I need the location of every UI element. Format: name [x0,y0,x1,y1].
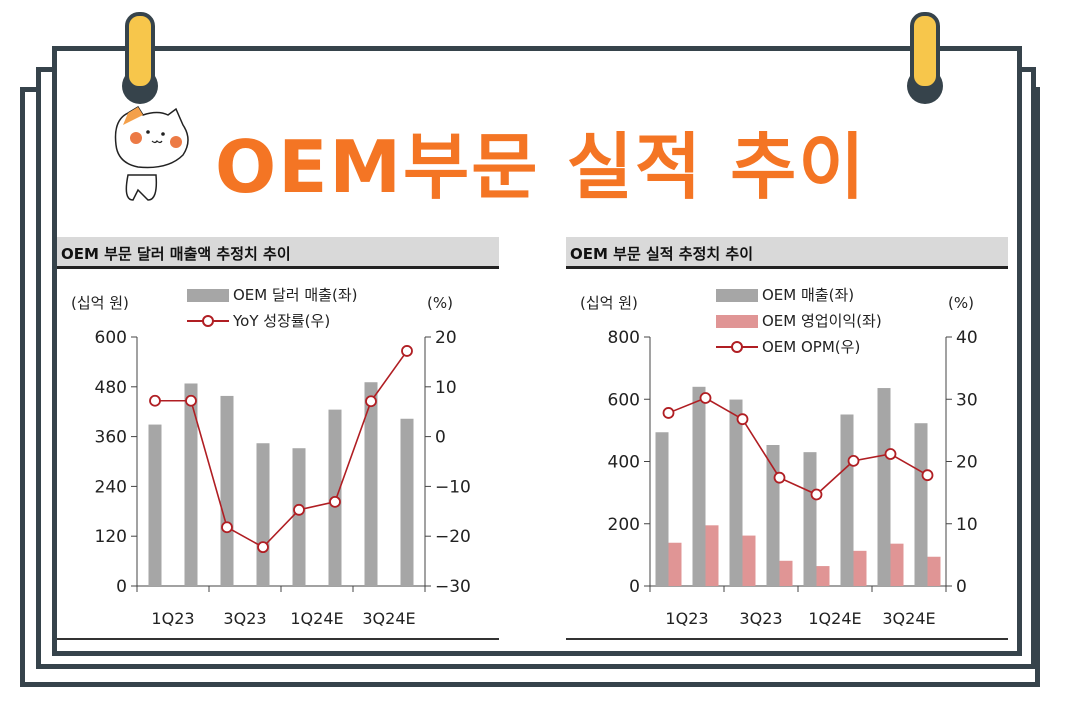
line-point-3Q23 [736,413,749,426]
bar-3Q23 [729,399,743,586]
line-point-4Q24E [921,469,934,482]
right-tick-label: −10 [435,477,471,497]
chart1-header: OEM 부문 달러 매출액 추정치 추이 [57,237,499,269]
line-point-1Q23 [149,394,161,407]
bar-3Q23 [742,535,756,586]
legend-marker-2 [731,341,743,353]
legend-label-1: OEM 영업이익(좌) [762,312,882,330]
page-title: OEM부문 실적 추이 [215,125,867,209]
left-axis-unit: (십억 원) [580,294,638,312]
line-point-3Q24E [365,395,377,408]
line-series [668,397,928,496]
bar-2Q24E [853,550,867,586]
bar-4Q24E [914,423,928,586]
legend-label-1: YoY 성장률(우) [232,312,330,330]
line-point-4Q24E [401,345,413,357]
binder-ring-right [910,12,940,90]
right-tick-label: 20 [435,328,457,348]
legend-label-0: OEM 매출(좌) [762,286,854,304]
x-tick-label: 1Q23 [151,609,194,628]
left-tick-label: 400 [608,453,640,473]
legend-label-0: OEM 달러 매출(좌) [233,286,357,304]
bar-3Q24E [877,388,891,586]
chart2-bottom-rule [566,638,1008,640]
right-axis-unit: (%) [948,294,974,312]
line-series [155,350,408,549]
legend-swatch-0 [187,289,229,302]
binder-ring-left [125,12,155,90]
right-axis-unit: (%) [427,294,453,312]
line-point-4Q23 [773,471,786,484]
left-tick-label: 480 [95,378,127,398]
chart1-bottom-rule [57,638,499,640]
bar-4Q23 [256,443,270,586]
line-point-2Q23 [699,392,712,404]
line-point-3Q24E [884,448,897,460]
bar-3Q23 [220,395,234,586]
legend-marker-1 [202,315,214,327]
chart1-svg: (십억 원) (%) OEM 달러 매출(좌) YoY 성장률(우) 0 120 240 36… [71,286,471,628]
left-tick-label: 360 [95,428,127,448]
bar-1Q23 [655,432,669,586]
left-tick-label: 0 [629,577,640,597]
left-tick-label: 240 [95,477,127,497]
right-tick-label: 0 [956,577,967,597]
line-point-2Q24E [329,495,341,508]
line-point-1Q24E [810,488,823,501]
x-tick-label: 3Q23 [223,609,266,628]
right-tick-label: 30 [956,390,978,410]
x-tick-label: 1Q24E [290,609,343,628]
bar-1Q24E [292,448,306,586]
bar-2Q23 [184,383,198,586]
left-tick-label: 120 [95,527,127,547]
x-tick-label: 3Q24E [362,609,415,628]
line-point-1Q23 [662,407,675,419]
right-tick-label: 20 [956,453,978,473]
bar-1Q23 [668,542,682,586]
line-point-3Q23 [221,521,233,534]
bar-3Q24E [364,382,378,586]
right-tick-label: 40 [956,328,978,348]
line-point-4Q23 [257,541,269,554]
line-point-2Q24E [847,454,860,467]
right-tick-label: −30 [435,577,471,597]
right-tick-label: 10 [435,378,457,398]
bar-1Q24E [816,566,830,586]
left-tick-label: 200 [608,515,640,535]
line-point-1Q24E [293,503,305,516]
bar-1Q24E [803,452,817,586]
left-tick-label: 800 [608,328,640,348]
bar-4Q24E [400,418,414,586]
right-tick-label: −20 [435,527,471,547]
left-tick-label: 600 [608,390,640,410]
legend-swatch-0 [716,289,758,302]
chart2-svg: (십억 원) (%) OEM 매출(좌) OEM 영업이익(좌) OEM OPM(우) 0… [580,286,978,628]
left-tick-label: 0 [116,577,127,597]
x-tick-label: 1Q23 [665,609,708,628]
bar-2Q24E [840,414,854,586]
chart2-header: OEM 부문 실적 추정치 추이 [566,237,1008,269]
bar-1Q23 [148,424,162,586]
bar-4Q24E [927,556,941,586]
legend-label-2: OEM OPM(우) [762,338,860,356]
bar-2Q23 [705,525,719,586]
bar-3Q24E [890,543,904,586]
line-point-2Q23 [185,394,197,407]
x-tick-label: 3Q24E [882,609,935,628]
left-tick-label: 600 [95,328,127,348]
left-axis-unit: (십억 원) [71,294,129,312]
legend-swatch-1 [716,315,758,328]
right-tick-label: 0 [435,428,446,448]
bar-2Q23 [692,386,706,586]
cat-mascot-icon [114,105,189,201]
x-tick-label: 1Q24E [808,609,861,628]
x-tick-label: 3Q23 [739,609,782,628]
bar-4Q23 [779,560,793,586]
right-tick-label: 10 [956,515,978,535]
